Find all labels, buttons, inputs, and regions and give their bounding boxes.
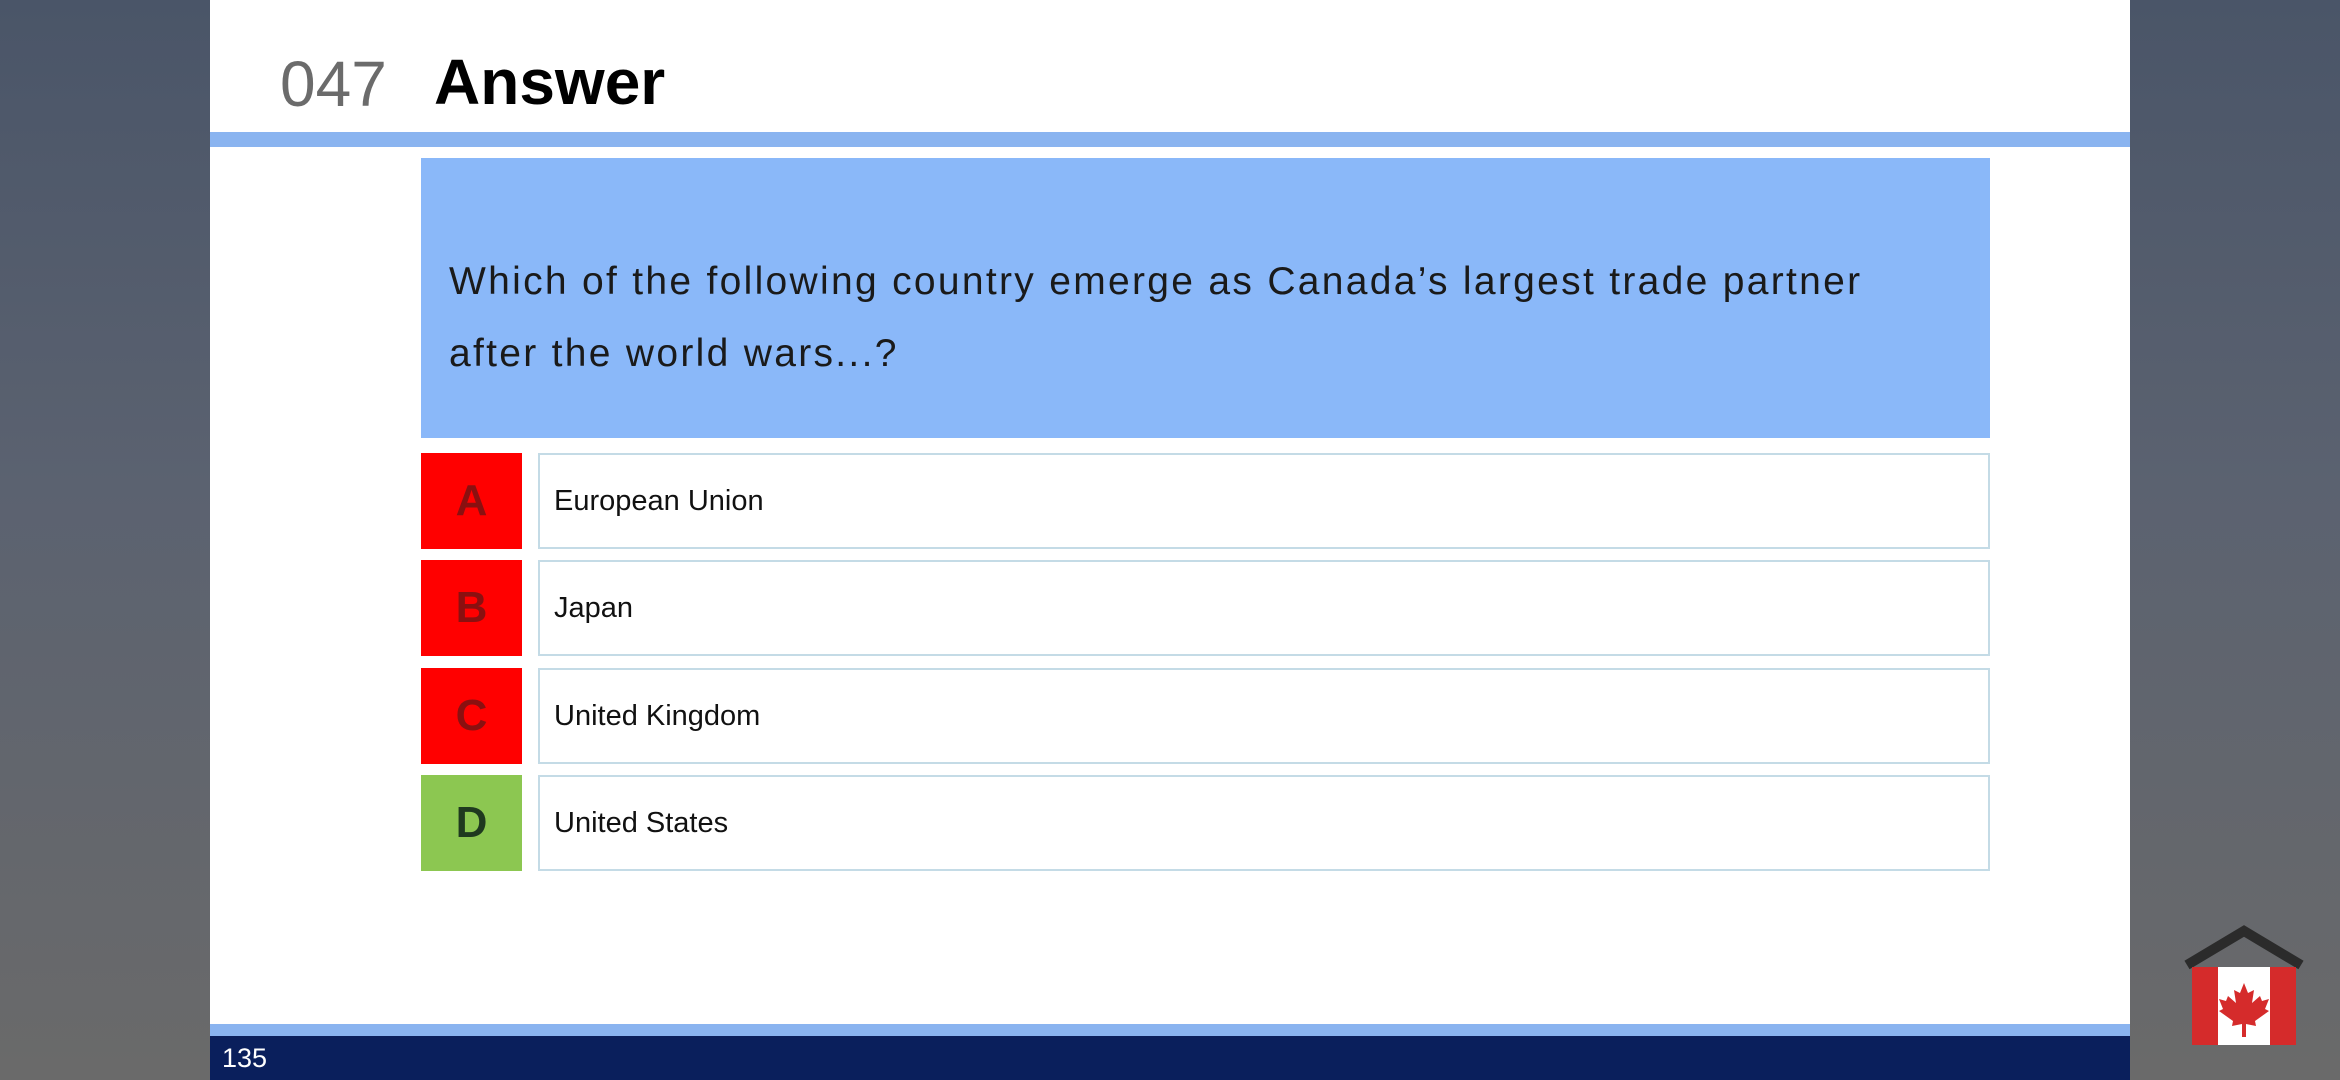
question-text: Which of the following country emerge as… [449, 260, 1863, 375]
page-number: 135 [222, 1043, 268, 1073]
option-text-d: United States [554, 806, 729, 839]
option-text-b: Japan [554, 591, 634, 624]
option-answer-box-a: European Union [538, 453, 1990, 549]
slide-title: Answer [434, 46, 666, 118]
option-c[interactable]: C United Kingdom [421, 668, 1990, 764]
option-answer-box-d: United States [538, 775, 1990, 871]
slide-header: 047 Answer [210, 0, 2130, 132]
option-answer-box-c: United Kingdom [538, 668, 1990, 764]
question-box: Which of the following country emerge as… [421, 158, 1990, 438]
option-letter-a: A [421, 453, 522, 549]
option-letter-d: D [421, 775, 522, 871]
option-b[interactable]: B Japan [421, 560, 1990, 656]
footer-divider [210, 1024, 2130, 1036]
quiz-slide: 047 Answer Which of the following countr… [210, 0, 2130, 1080]
header-divider [210, 132, 2130, 147]
option-letter-b: B [421, 560, 522, 656]
option-text-a: European Union [554, 484, 764, 517]
option-text-c: United Kingdom [554, 699, 761, 732]
footer-bar: 135 [210, 1036, 2130, 1080]
question-number: 047 [280, 48, 387, 120]
option-answer-box-b: Japan [538, 560, 1990, 656]
option-d[interactable]: D United States [421, 775, 1990, 871]
option-a[interactable]: A European Union [421, 453, 1990, 549]
canada-flag-house-icon [2183, 925, 2305, 1047]
option-letter-c: C [421, 668, 522, 764]
